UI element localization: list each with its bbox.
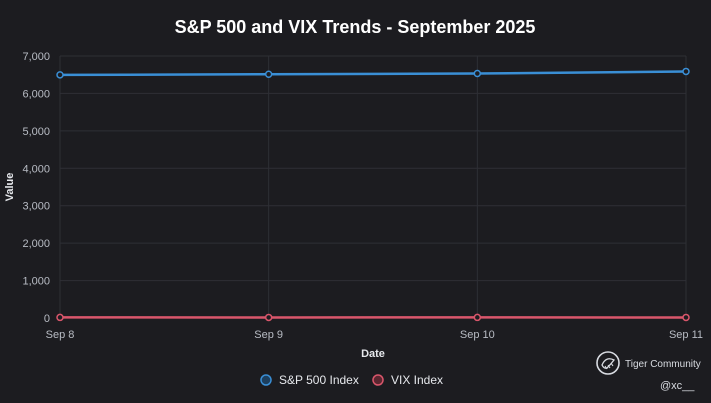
y-tick-label: 7,000 (22, 51, 50, 63)
y-tick-label: 4,000 (22, 163, 50, 175)
x-tick-label: Sep 10 (460, 329, 495, 341)
grid (59, 55, 687, 319)
x-axis-label: Date (361, 348, 385, 360)
data-point-sp500[interactable] (56, 71, 64, 79)
x-axis-ticks: Sep 8 Sep 9 Sep 10 Sep 11 (46, 329, 703, 341)
data-point-vix[interactable] (264, 313, 273, 322)
data-point-vix[interactable] (473, 313, 482, 322)
y-axis-label: Value (4, 173, 16, 202)
y-tick-label: 1,000 (22, 276, 50, 288)
y-tick-label: 5,000 (22, 126, 50, 138)
y-tick-label: 3,000 (22, 201, 50, 213)
x-tick-label: Sep 11 (669, 329, 703, 341)
legend-item-vix[interactable]: VIX Index (372, 373, 443, 387)
data-point-vix[interactable] (682, 313, 690, 322)
data-point-sp500[interactable] (473, 69, 482, 78)
legend-marker-vix (372, 374, 384, 386)
series-group (56, 67, 690, 322)
legend[interactable]: S&P 500 Index VIX Index (260, 373, 443, 387)
watermark-brand: Tiger Community (625, 359, 701, 370)
watermark-handle: @xc__ (660, 380, 695, 392)
data-point-vix[interactable] (56, 313, 64, 322)
chart-title: S&P 500 and VIX Trends - September 2025 (175, 17, 536, 37)
x-tick-label: Sep 9 (254, 329, 283, 341)
legend-item-sp500[interactable]: S&P 500 Index (260, 373, 359, 387)
legend-label-sp500: S&P 500 Index (279, 373, 359, 387)
tiger-community-logo-icon (596, 351, 620, 375)
y-tick-label: 6,000 (22, 88, 50, 100)
series-line-sp500 (59, 70, 687, 77)
y-tick-label: 2,000 (22, 238, 50, 250)
y-tick-label: 0 (44, 313, 50, 325)
legend-marker-sp500 (260, 374, 272, 386)
y-axis-ticks: 0 1,000 2,000 3,000 4,000 5,000 6,000 7,000 (22, 51, 50, 325)
legend-label-vix: VIX Index (391, 373, 443, 387)
x-tick-label: Sep 8 (46, 329, 75, 341)
data-point-sp500[interactable] (682, 67, 690, 76)
data-point-sp500[interactable] (264, 70, 273, 79)
